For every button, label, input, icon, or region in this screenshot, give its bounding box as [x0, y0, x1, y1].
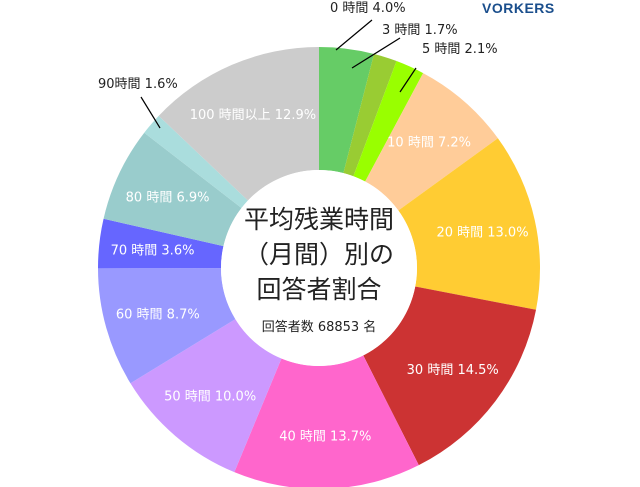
slice — [158, 47, 319, 201]
slice — [130, 319, 282, 473]
slice — [144, 115, 248, 209]
leader-line — [335, 19, 373, 51]
slice-label: 40 時間 13.7% — [279, 429, 371, 444]
slice — [234, 355, 419, 487]
slice — [98, 218, 224, 269]
leader-line — [399, 67, 417, 93]
slice-label: 50 時間 10.0% — [164, 389, 256, 404]
slice — [353, 61, 424, 182]
title-line: （月間）別の — [243, 240, 394, 269]
slice-label: 70 時間 3.6% — [111, 243, 195, 258]
slice-label: 20 時間 13.0% — [436, 226, 528, 241]
slice — [398, 138, 540, 310]
slice — [363, 286, 537, 466]
leader-line — [351, 37, 401, 69]
title-line: 平均残業時間 — [243, 205, 394, 234]
slice-label: 5 時間 2.1% — [422, 42, 498, 57]
slice — [98, 268, 236, 384]
slice-label: 100 時間以上 12.9% — [190, 108, 316, 123]
chart-subtitle: 回答者数 68853 名 — [261, 320, 377, 335]
donut-hole — [221, 170, 417, 366]
slice-label: 90時間 1.6% — [98, 77, 178, 92]
slice — [365, 73, 498, 211]
title-line: 回答者割合 — [256, 275, 382, 304]
vorkers-logo: VORKERS — [482, 0, 555, 16]
slice-label: 3 時間 1.7% — [382, 23, 458, 38]
slice-label: 10 時間 7.2% — [387, 136, 471, 151]
slice-label: 0 時間 4.0% — [330, 1, 406, 16]
leader-line — [140, 96, 161, 129]
chart-title: 平均残業時間 （月間）別の 回答者割合 — [219, 202, 419, 307]
slice — [319, 47, 375, 174]
slice-label: 60 時間 8.7% — [116, 308, 200, 323]
slice — [103, 132, 242, 247]
slice — [343, 53, 397, 177]
slice-label: 80 時間 6.9% — [126, 190, 210, 205]
slice-label: 30 時間 14.5% — [407, 363, 499, 378]
